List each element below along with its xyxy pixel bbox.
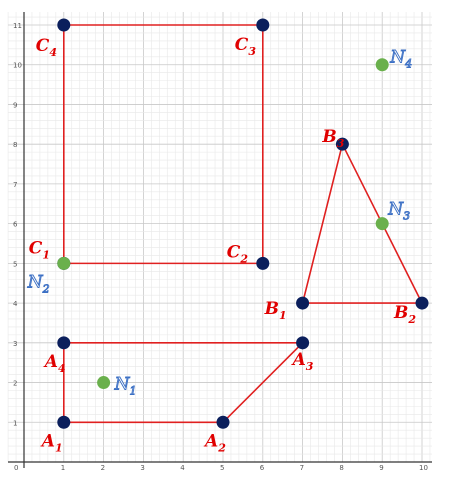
label-index: 2	[407, 313, 416, 326]
label-letter: A	[203, 431, 218, 451]
y-tick-label: 2	[13, 380, 17, 388]
y-tick-label: 8	[13, 141, 17, 149]
point-n4	[375, 58, 389, 72]
x-tick-label: 4	[180, 464, 185, 472]
grid	[7, 12, 432, 463]
x-tick-label: 1	[61, 464, 65, 472]
label-a1: A1	[40, 431, 63, 454]
plotted-points	[57, 18, 429, 429]
x-tick-label: 5	[220, 464, 224, 472]
label-letter: N	[27, 272, 44, 292]
x-tick-label: 7	[300, 464, 304, 472]
label-a3: A3	[291, 350, 314, 373]
y-tick-label: 11	[13, 22, 22, 30]
point-n2	[57, 256, 71, 270]
label-n1: N1	[114, 375, 137, 398]
label-letter: A	[291, 350, 306, 370]
label-letter: N	[114, 375, 131, 395]
y-tick-label: 3	[13, 340, 17, 348]
label-b2: B2	[393, 303, 416, 326]
label-letter: B	[321, 127, 336, 147]
label-index: 2	[217, 441, 226, 454]
y-tick-label: 6	[13, 221, 18, 229]
vertex-a3	[296, 336, 310, 350]
label-index: 2	[42, 282, 50, 295]
axes	[8, 12, 432, 468]
label-index: 1	[279, 309, 287, 322]
y-tick-label: 10	[13, 62, 22, 70]
x-tick-label: 6	[260, 464, 265, 472]
label-index: 1	[55, 441, 63, 454]
label-letter: A	[43, 352, 58, 372]
label-n3: N3	[387, 200, 410, 223]
y-tick-label: 4	[13, 300, 18, 308]
label-c3: C3	[235, 35, 257, 58]
x-tick-label: 10	[419, 464, 428, 472]
label-c1: C1	[29, 238, 50, 261]
label-letter: C	[235, 35, 249, 55]
label-letter: C	[29, 238, 43, 258]
label-index: 4	[58, 362, 66, 375]
y-tick-label: 5	[13, 260, 17, 268]
vertex-a4	[57, 336, 71, 350]
vertex-a2	[216, 415, 230, 429]
y-tick-label: 9	[13, 101, 17, 109]
label-index: 3	[337, 137, 345, 150]
label-c4: C4	[36, 36, 57, 59]
y-tick-label: 1	[13, 419, 17, 427]
label-index: 4	[404, 58, 412, 71]
label-letter: B	[264, 299, 279, 319]
x-tick-label: 9	[379, 464, 383, 472]
label-n2: N2	[27, 272, 50, 295]
label-c2: C2	[227, 242, 249, 265]
label-a2: A2	[203, 431, 226, 454]
y-tick-label: 7	[13, 181, 17, 189]
label-letter: C	[36, 36, 50, 56]
label-letter: C	[227, 242, 241, 262]
label-letter: N	[387, 200, 404, 220]
vertex-c2	[256, 256, 270, 270]
label-b3: B3	[321, 127, 344, 150]
label-b1: B1	[264, 299, 287, 322]
point-n1	[97, 376, 111, 390]
vertex-b2	[415, 296, 429, 310]
vertex-b1	[296, 296, 310, 310]
vertex-c4	[57, 18, 71, 32]
label-index: 1	[129, 385, 136, 398]
vertex-b3	[335, 137, 349, 151]
label-index: 3	[403, 210, 410, 223]
x-tick-label: 8	[339, 464, 343, 472]
label-index: 3	[248, 45, 256, 58]
label-a4: A4	[43, 352, 66, 375]
label-n4: N4	[389, 48, 412, 71]
point-n3	[375, 217, 389, 231]
label-letter: N	[389, 48, 406, 68]
vertex-c3	[256, 18, 270, 32]
label-letter: B	[393, 303, 408, 323]
label-index: 3	[306, 360, 314, 373]
vertex-a1	[57, 415, 71, 429]
label-index: 1	[42, 248, 50, 261]
x-tick-label: 0	[14, 464, 18, 472]
x-tick-label: 3	[140, 464, 144, 472]
label-index: 4	[49, 46, 57, 59]
label-index: 2	[239, 252, 248, 265]
label-letter: A	[40, 431, 55, 451]
x-tick-label: 2	[101, 464, 105, 472]
